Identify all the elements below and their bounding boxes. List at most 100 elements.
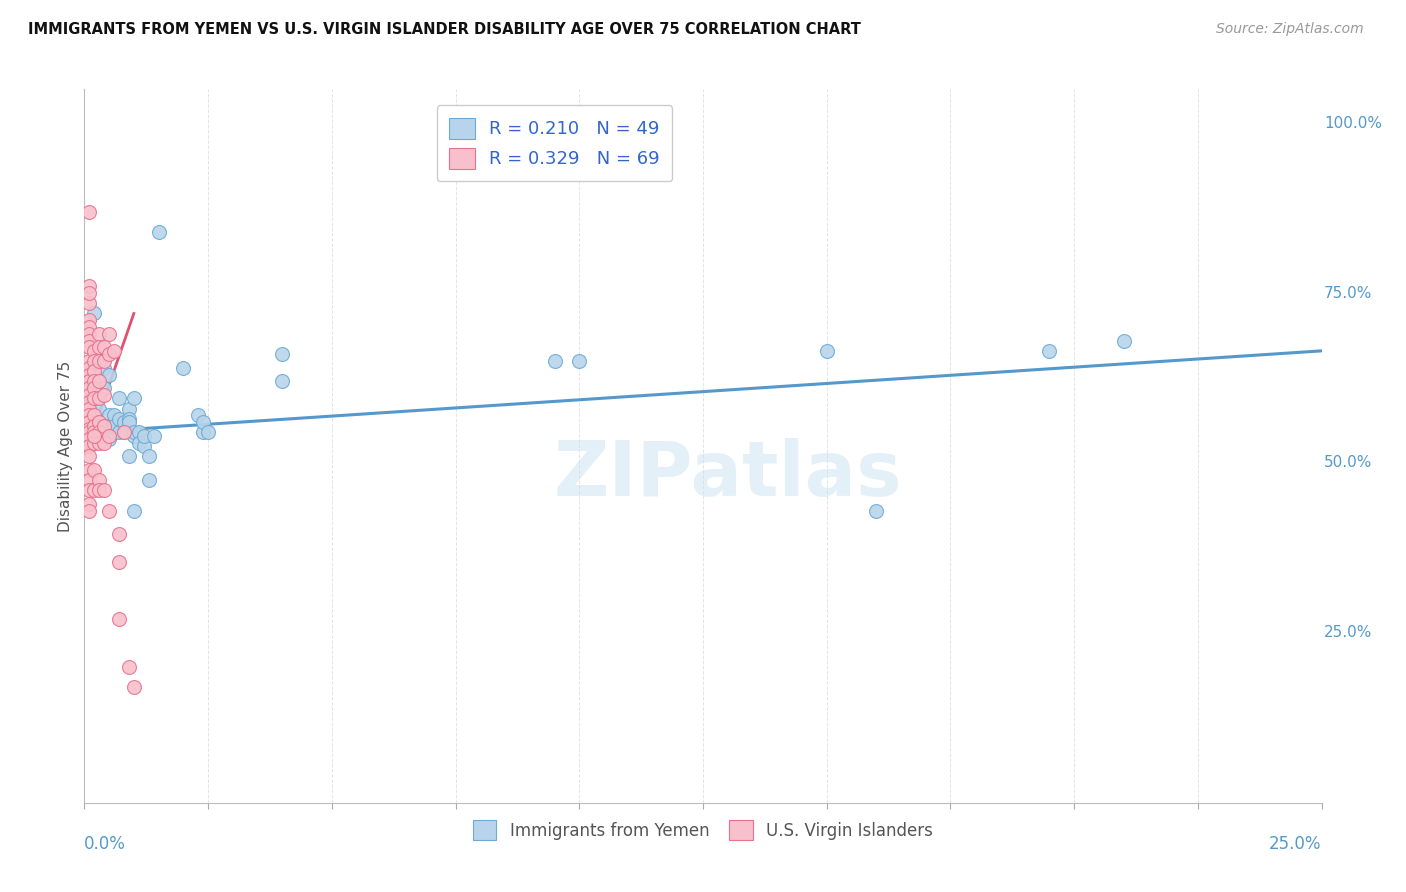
Point — [93, 418, 115, 433]
Point — [103, 409, 125, 423]
Point — [98, 347, 121, 361]
Point — [79, 432, 101, 446]
Point — [108, 412, 131, 426]
Point — [89, 483, 111, 498]
Point — [89, 401, 111, 416]
Point — [79, 334, 101, 348]
Point — [98, 429, 121, 443]
Point — [98, 326, 121, 341]
Point — [79, 368, 101, 382]
Point — [89, 425, 111, 440]
Point — [122, 503, 145, 517]
Point — [79, 415, 101, 429]
Point — [93, 381, 115, 395]
Point — [79, 279, 101, 293]
Text: 75.0%: 75.0% — [1324, 285, 1372, 301]
Point — [79, 425, 101, 440]
Point — [93, 354, 115, 368]
Text: 100.0%: 100.0% — [1324, 116, 1382, 131]
Point — [79, 204, 101, 219]
Point — [128, 425, 150, 440]
Point — [83, 425, 105, 440]
Point — [83, 429, 105, 443]
Point — [128, 435, 150, 450]
Point — [98, 368, 121, 382]
Point — [89, 341, 111, 355]
Point — [108, 392, 131, 406]
Point — [122, 680, 145, 694]
Point — [79, 360, 101, 375]
Point — [83, 364, 105, 378]
Point — [79, 381, 101, 395]
Text: 25.0%: 25.0% — [1324, 625, 1372, 640]
Point — [79, 422, 101, 436]
Point — [83, 306, 105, 320]
Point — [89, 435, 111, 450]
Point — [89, 375, 111, 389]
Point — [98, 432, 121, 446]
Point — [122, 425, 145, 440]
Text: ZIPatlas: ZIPatlas — [554, 438, 903, 511]
Point — [271, 347, 294, 361]
Text: 50.0%: 50.0% — [1324, 456, 1372, 470]
Point — [79, 394, 101, 409]
Point — [79, 483, 101, 498]
Point — [93, 483, 115, 498]
Point — [79, 439, 101, 453]
Point — [108, 555, 131, 569]
Point — [89, 415, 111, 429]
Point — [83, 483, 105, 498]
Point — [122, 392, 145, 406]
Point — [103, 415, 125, 429]
Text: 25.0%: 25.0% — [1270, 835, 1322, 853]
Point — [118, 412, 141, 426]
Legend: Immigrants from Yemen, U.S. Virgin Islanders: Immigrants from Yemen, U.S. Virgin Islan… — [465, 812, 941, 848]
Point — [187, 409, 209, 423]
Point — [103, 418, 125, 433]
Point — [98, 503, 121, 517]
Point — [865, 503, 887, 517]
Point — [568, 354, 591, 368]
Point — [79, 503, 101, 517]
Point — [112, 425, 135, 440]
Point — [89, 392, 111, 406]
Point — [89, 418, 111, 433]
Point — [103, 343, 125, 358]
Point — [79, 392, 101, 406]
Point — [271, 375, 294, 389]
Point — [112, 425, 135, 440]
Point — [142, 429, 165, 443]
Point — [79, 449, 101, 463]
Point — [103, 425, 125, 440]
Text: IMMIGRANTS FROM YEMEN VS U.S. VIRGIN ISLANDER DISABILITY AGE OVER 75 CORRELATION: IMMIGRANTS FROM YEMEN VS U.S. VIRGIN ISL… — [28, 22, 860, 37]
Point — [108, 527, 131, 541]
Point — [83, 463, 105, 477]
Point — [79, 326, 101, 341]
Point — [83, 354, 105, 368]
Point — [93, 388, 115, 402]
Point — [118, 660, 141, 674]
Point — [132, 429, 155, 443]
Point — [191, 425, 214, 440]
Text: 0.0%: 0.0% — [84, 835, 127, 853]
Point — [79, 375, 101, 389]
Point — [108, 612, 131, 626]
Point — [197, 425, 219, 440]
Point — [79, 401, 101, 416]
Point — [112, 415, 135, 429]
Point — [93, 360, 115, 375]
Point — [138, 473, 160, 487]
Point — [98, 409, 121, 423]
Point — [79, 409, 101, 423]
Point — [83, 418, 105, 433]
Point — [93, 425, 115, 440]
Point — [83, 392, 105, 406]
Point — [138, 449, 160, 463]
Point — [83, 381, 105, 395]
Text: Source: ZipAtlas.com: Source: ZipAtlas.com — [1216, 22, 1364, 37]
Point — [89, 473, 111, 487]
Point — [172, 360, 194, 375]
Point — [79, 388, 101, 402]
Point — [122, 429, 145, 443]
Point — [815, 343, 838, 358]
